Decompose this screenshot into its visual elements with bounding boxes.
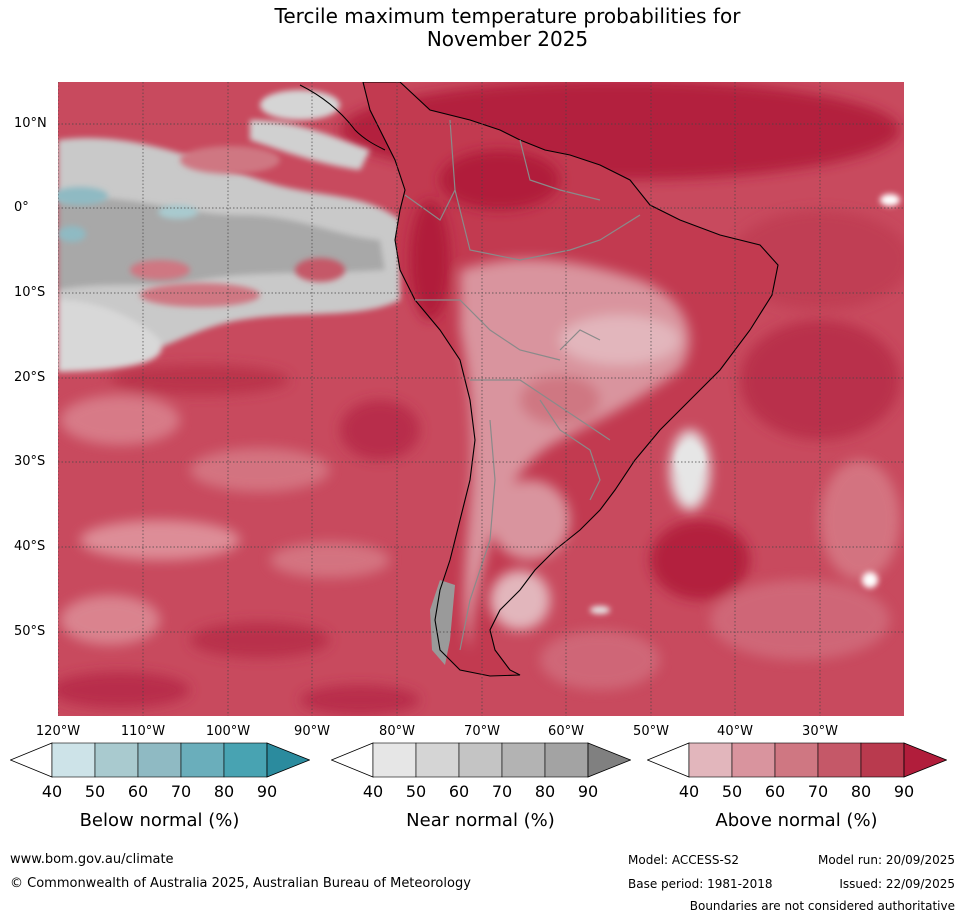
legend-swatch [817, 742, 862, 778]
legend-below-normal: 40 50 60 70 80 90 Below normal (%) [10, 742, 310, 831]
legend-swatch [501, 742, 546, 778]
longitude-label: 70°W [464, 724, 500, 739]
central-america-coast [299, 84, 386, 151]
legend-tick-label: 80 [850, 782, 872, 801]
longitude-label: 100°W [205, 724, 251, 739]
base-period-text: Base period: 1981-2018 [628, 877, 773, 891]
legend-over-triangle [266, 742, 310, 778]
legend-tick-label: 50 [405, 782, 427, 801]
model-run-text: Model run: 20/09/2025 [817, 853, 955, 867]
longitude-label: 30°W [802, 724, 838, 739]
legend-over-triangle [587, 742, 631, 778]
legend-swatch [731, 742, 776, 778]
patagonia-near-normal [430, 580, 455, 665]
longitude-label: 60°W [548, 724, 584, 739]
model-text: Model: ACCESS-S2 [628, 853, 740, 867]
disclaimer-text: Boundaries are not considered authoritat… [689, 899, 955, 913]
legend-swatch [223, 742, 268, 778]
legend-tick-label: 60 [764, 782, 786, 801]
longitude-label: 40°W [717, 724, 753, 739]
latitude-label: 50°S [14, 624, 46, 639]
legend-tick-label: 40 [678, 782, 700, 801]
legend-tick-label: 70 [807, 782, 829, 801]
legend-over-triangle [903, 742, 947, 778]
legend-swatch [774, 742, 819, 778]
country-borders [404, 119, 641, 651]
chart-title: Tercile maximum temperature probabilitie… [0, 5, 965, 51]
legend-tick-label: 40 [362, 782, 384, 801]
latitude-label: 30°S [14, 454, 46, 469]
longitude-label: 50°W [633, 724, 669, 739]
latitude-label: 0° [14, 200, 29, 215]
legend-swatch [688, 742, 733, 778]
legend-tick-label: 40 [41, 782, 63, 801]
legend-swatch [94, 742, 139, 778]
legend-title: Below normal (%) [79, 810, 240, 831]
land-interior-pattern [410, 150, 710, 650]
graticule [58, 82, 904, 716]
coastline [362, 82, 779, 677]
legend-swatch [458, 742, 503, 778]
legend-tick-label: 60 [448, 782, 470, 801]
legend-tick-label: 90 [256, 782, 278, 801]
longitude-label: 110°W [120, 724, 166, 739]
legend-near-normal: 40 50 60 70 80 90 Near normal (%) [331, 742, 631, 831]
website-text: www.bom.gov.au/climate [10, 852, 174, 867]
legend-under-triangle [647, 742, 690, 778]
legend-swatch [415, 742, 460, 778]
legend-title: Above normal (%) [715, 810, 878, 831]
title-line-1: Tercile maximum temperature probabilitie… [274, 4, 741, 28]
legend-tick-label: 70 [170, 782, 192, 801]
legend-colorbar [647, 742, 947, 778]
legend-swatch [860, 742, 905, 778]
legend-tick-label: 50 [84, 782, 106, 801]
legend-title: Near normal (%) [406, 810, 555, 831]
legend-tick-label: 80 [534, 782, 556, 801]
legend-tick-label: 70 [491, 782, 513, 801]
copyright-text: © Commonwealth of Australia 2025, Austra… [10, 876, 471, 891]
legend-swatch [372, 742, 417, 778]
legend-colorbar [331, 742, 631, 778]
legend-tick-label: 90 [577, 782, 599, 801]
legend-colorbar [10, 742, 310, 778]
longitude-label: 90°W [294, 724, 330, 739]
legend-above-normal: 40 50 60 70 80 90 Above normal (%) [647, 742, 947, 831]
longitude-label: 120°W [35, 724, 81, 739]
latitude-label: 10°S [14, 285, 46, 300]
legend-swatch [51, 742, 96, 778]
legend-swatch [544, 742, 589, 778]
legend-swatch [137, 742, 182, 778]
legend-swatch [180, 742, 225, 778]
latitude-label: 40°S [14, 539, 46, 554]
legend-under-triangle [331, 742, 374, 778]
legend-tick-label: 80 [213, 782, 235, 801]
longitude-label: 80°W [379, 724, 415, 739]
legend-tick-label: 60 [127, 782, 149, 801]
below-normal-patches [58, 187, 198, 242]
title-line-2: November 2025 [426, 27, 589, 51]
legend-under-triangle [10, 742, 53, 778]
latitude-label: 20°S [14, 370, 46, 385]
near-normal-spots [590, 194, 900, 614]
legend-tick-label: 90 [893, 782, 915, 801]
latitude-label: 10°N [14, 116, 47, 131]
legend-tick-label: 50 [721, 782, 743, 801]
issued-text: Issued: 22/09/2025 [839, 877, 955, 891]
